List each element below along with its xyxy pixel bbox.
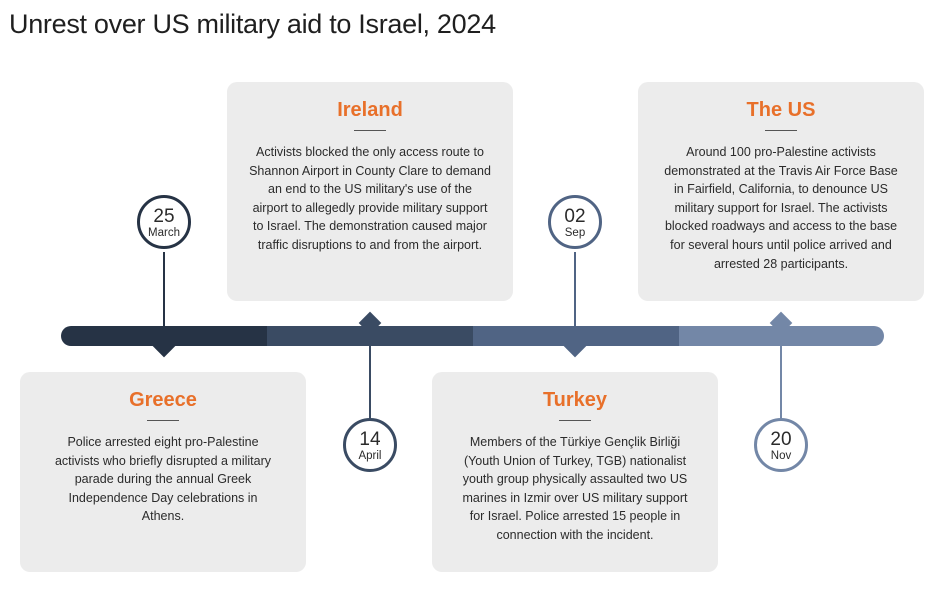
date-day: 25 bbox=[153, 206, 175, 227]
date-day: 20 bbox=[770, 429, 792, 450]
connector-line bbox=[369, 344, 371, 420]
connector-line bbox=[163, 252, 165, 328]
event-card-greece: Greece Police arrested eight pro-Palesti… bbox=[20, 372, 306, 572]
date-day: 02 bbox=[564, 206, 586, 227]
country-heading: The US bbox=[746, 99, 816, 121]
timeline-segment-2 bbox=[267, 326, 473, 346]
country-heading: Greece bbox=[129, 389, 197, 411]
connector-line bbox=[574, 252, 576, 328]
timeline-segment-4 bbox=[679, 326, 884, 346]
event-description: Members of the Türkiye Gençlik Birliği (… bbox=[462, 435, 688, 542]
date-badge-september: 02 Sep bbox=[548, 195, 602, 249]
heading-divider bbox=[765, 130, 797, 131]
date-month: Nov bbox=[770, 450, 792, 462]
country-heading: Turkey bbox=[542, 389, 608, 411]
date-month: April bbox=[358, 450, 382, 462]
country-heading: Ireland bbox=[337, 99, 403, 121]
heading-divider bbox=[354, 130, 386, 131]
date-day: 14 bbox=[359, 429, 381, 450]
heading-divider bbox=[147, 420, 179, 421]
date-month: March bbox=[148, 227, 180, 239]
event-description: Police arrested eight pro-Palestine acti… bbox=[54, 435, 272, 524]
event-card-turkey: Turkey Members of the Türkiye Gençlik Bi… bbox=[432, 372, 718, 572]
date-badge-march: 25 March bbox=[137, 195, 191, 249]
date-month: Sep bbox=[564, 227, 586, 239]
event-description: Around 100 pro-Palestine activists demon… bbox=[664, 145, 898, 271]
date-badge-november: 20 Nov bbox=[754, 418, 808, 472]
date-badge-april: 14 April bbox=[343, 418, 397, 472]
heading-divider bbox=[559, 420, 591, 421]
event-card-ireland: Ireland Activists blocked the only acces… bbox=[227, 82, 513, 301]
event-description: Activists blocked the only access route … bbox=[249, 145, 491, 252]
page-title: Unrest over US military aid to Israel, 2… bbox=[9, 9, 496, 39]
connector-line bbox=[780, 344, 782, 420]
event-card-us: The US Around 100 pro-Palestine activist… bbox=[638, 82, 924, 301]
